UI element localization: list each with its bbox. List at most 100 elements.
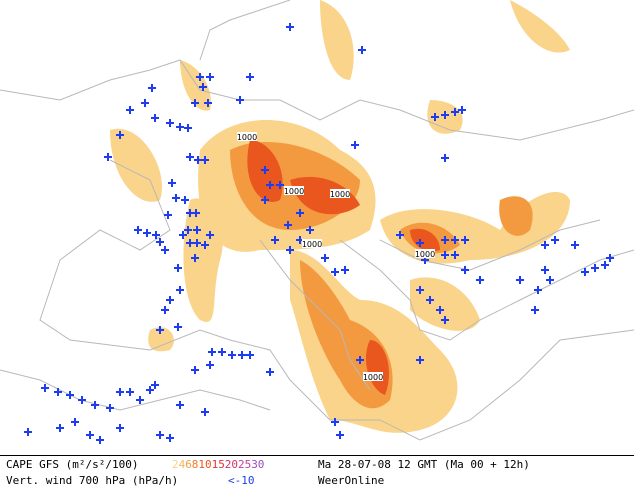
wind-marker [276, 181, 284, 189]
wind-marker [41, 384, 49, 392]
wind-marker [164, 211, 172, 219]
wind-marker [351, 141, 359, 149]
wind-label: Vert. wind 700 hPa (hPa/h) [6, 474, 178, 487]
contour-labels: 1000 1000 1000 1000 1000 1000 [237, 132, 435, 382]
wind-marker [476, 276, 484, 284]
contour-label-box [363, 372, 383, 381]
cape-scale-value: 6 [185, 458, 192, 471]
wind-marker [146, 386, 154, 394]
wind-marker [181, 196, 189, 204]
coastlines [0, 0, 634, 441]
wind-marker [204, 99, 212, 107]
wind-marker [143, 229, 151, 237]
wind-marker [166, 119, 174, 127]
wind-marker [336, 431, 344, 439]
wind-marker [126, 106, 134, 114]
wind-marker [321, 254, 329, 262]
wind-marker [451, 251, 459, 259]
wind-marker [261, 166, 269, 174]
wind-marker [199, 83, 207, 91]
cape-scale-value: 4 [179, 458, 186, 471]
wind-markers [24, 23, 614, 444]
cape-scale-value: 25 [238, 458, 251, 471]
wind-marker [192, 209, 200, 217]
wind-marker [228, 351, 236, 359]
wind-marker [56, 424, 64, 432]
wind-marker [184, 124, 192, 132]
wind-marker [296, 209, 304, 217]
contour-label-box [302, 239, 322, 248]
wind-marker [416, 286, 424, 294]
wind-marker [441, 236, 449, 244]
wind-marker [191, 254, 199, 262]
wind-marker [156, 326, 164, 334]
wind-marker [206, 231, 214, 239]
wind-marker [531, 306, 539, 314]
date: Ma 28-07-08 12 GMT (Ma 00 + 12h) [318, 458, 530, 471]
wind-marker [306, 226, 314, 234]
wind-marker [218, 348, 226, 356]
wind-marker [161, 246, 169, 254]
wind-marker [206, 361, 214, 369]
wind-marker [246, 73, 254, 81]
wind-marker [152, 231, 160, 239]
wind-marker [151, 381, 159, 389]
wind-marker [24, 428, 32, 436]
wind-marker [148, 84, 156, 92]
contour-label-box [330, 189, 350, 198]
contour-label: 1000 [302, 240, 322, 249]
wind-marker [271, 236, 279, 244]
wind-marker [184, 226, 192, 234]
wind-marker [201, 408, 209, 416]
wind-marker [286, 246, 294, 254]
wind-marker [96, 436, 104, 444]
wind-marker [441, 316, 449, 324]
wind-marker [581, 268, 589, 276]
contour-label-box [284, 186, 304, 195]
wind-marker [416, 239, 424, 247]
cape-scale-value: 2 [172, 458, 179, 471]
wind-marker [416, 356, 424, 364]
wind-marker [166, 434, 174, 442]
wind-marker [201, 241, 209, 249]
wind-marker [54, 388, 62, 396]
wind-marker [201, 156, 209, 164]
wind-marker [134, 226, 142, 234]
wind-marker [66, 391, 74, 399]
wind-marker [156, 431, 164, 439]
cape-scale-value: 30 [251, 458, 264, 471]
wind-marker [176, 123, 184, 131]
wind-marker [546, 276, 554, 284]
wind-marker [104, 153, 112, 161]
wind-marker [106, 404, 114, 412]
wind-marker [341, 266, 349, 274]
wind-marker [266, 181, 274, 189]
cape-scale-value: 15 [212, 458, 225, 471]
wind-marker [541, 266, 549, 274]
cape-scale: 2 4 6 8 10 15 20 25 30 [172, 458, 264, 471]
wind-marker [426, 296, 434, 304]
contour-label-box [415, 249, 435, 258]
contour-label: 1000 [363, 373, 383, 382]
wind-marker [601, 261, 609, 269]
wind-marker [238, 351, 246, 359]
wind-marker [161, 306, 169, 314]
wind-marker [136, 396, 144, 404]
cape-label: CAPE GFS (m²/s²/100) [6, 458, 138, 471]
wind-marker [78, 396, 86, 404]
wind-marker [186, 239, 194, 247]
wind-marker [441, 111, 449, 119]
wind-marker [286, 23, 294, 31]
wind-marker [174, 323, 182, 331]
wind-marker [266, 368, 274, 376]
wind-marker [436, 306, 444, 314]
wind-marker [208, 348, 216, 356]
wind-marker [166, 296, 174, 304]
cape-scale-value: 20 [225, 458, 238, 471]
wind-marker [441, 154, 449, 162]
wind-marker [458, 106, 466, 114]
wind-marker [116, 388, 124, 396]
wind-marker [358, 46, 366, 54]
wind-marker [451, 108, 459, 116]
